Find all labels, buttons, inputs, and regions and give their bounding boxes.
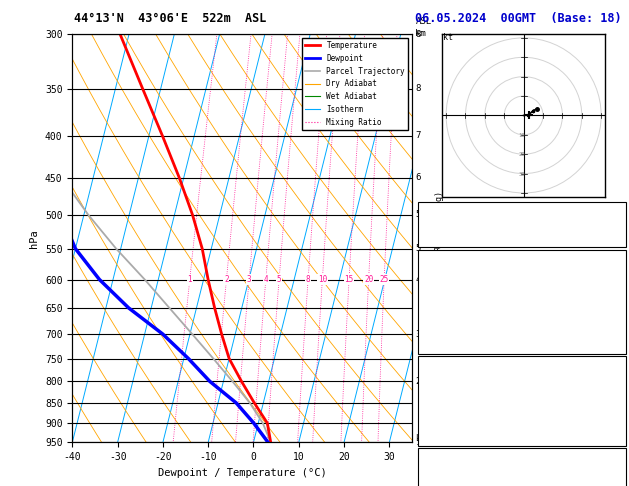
Text: Lifted Index: Lifted Index [423, 310, 498, 320]
Text: 8: 8 [415, 30, 421, 38]
Text: 1: 1 [187, 275, 192, 284]
Text: 10: 10 [318, 275, 327, 284]
Text: SREH: SREH [423, 479, 448, 486]
Text: 2: 2 [224, 275, 229, 284]
Text: 3.2: 3.2 [603, 281, 621, 291]
Text: 4: 4 [264, 275, 268, 284]
Text: kt: kt [443, 33, 454, 42]
Text: 3: 3 [415, 330, 421, 339]
Text: 0: 0 [615, 431, 621, 441]
Legend: Temperature, Dewpoint, Parcel Trajectory, Dry Adiabat, Wet Adiabat, Isotherm, Mi: Temperature, Dewpoint, Parcel Trajectory… [302, 38, 408, 130]
Text: © weatheronline.co.uk: © weatheronline.co.uk [465, 472, 579, 481]
Text: Hodograph: Hodograph [494, 450, 550, 460]
Text: 1: 1 [415, 438, 421, 447]
Text: θₑ (K): θₑ (K) [423, 387, 460, 398]
Text: 3: 3 [615, 402, 621, 412]
Text: 30: 30 [518, 172, 525, 176]
Text: 12: 12 [609, 310, 621, 320]
Text: 4: 4 [415, 275, 421, 284]
Text: 5: 5 [277, 275, 281, 284]
Text: 7: 7 [415, 131, 421, 140]
Text: 1.65: 1.65 [596, 233, 621, 243]
Text: 70: 70 [609, 479, 621, 486]
Text: 3.8: 3.8 [603, 266, 621, 277]
Y-axis label: hPa: hPa [30, 229, 40, 247]
Text: Dewp (°C): Dewp (°C) [423, 281, 479, 291]
Text: CAPE (J): CAPE (J) [423, 325, 472, 335]
Text: Temp (°C): Temp (°C) [423, 266, 479, 277]
Text: CIN (J): CIN (J) [423, 339, 467, 349]
Text: PW (cm): PW (cm) [423, 233, 467, 243]
Text: 15: 15 [345, 275, 353, 284]
X-axis label: Dewpoint / Temperature (°C): Dewpoint / Temperature (°C) [158, 468, 326, 478]
Text: 10: 10 [518, 133, 525, 138]
Text: Surface: Surface [500, 252, 544, 262]
Text: 06.05.2024  00GMT  (Base: 18): 06.05.2024 00GMT (Base: 18) [415, 12, 621, 25]
Text: ASL: ASL [415, 17, 431, 26]
Text: 44°13'N  43°06'E  522m  ASL: 44°13'N 43°06'E 522m ASL [74, 12, 266, 25]
Text: EH: EH [423, 465, 435, 475]
Text: 700: 700 [603, 373, 621, 383]
Text: θₑ(K): θₑ(K) [423, 295, 454, 306]
Text: Lifted Index: Lifted Index [423, 402, 498, 412]
Text: Mixing Ratio (g/kg): Mixing Ratio (g/kg) [435, 191, 443, 286]
Text: 19: 19 [609, 204, 621, 214]
Text: 3: 3 [247, 275, 252, 284]
Text: 40: 40 [609, 218, 621, 228]
Text: 43: 43 [609, 465, 621, 475]
Text: 6: 6 [415, 173, 421, 182]
Text: Most Unstable: Most Unstable [481, 358, 563, 368]
Text: CIN (J): CIN (J) [423, 431, 467, 441]
Text: 5: 5 [415, 210, 421, 220]
Text: 25: 25 [379, 275, 389, 284]
Text: 0: 0 [615, 339, 621, 349]
Text: 2: 2 [415, 377, 421, 386]
Text: 8: 8 [415, 84, 421, 93]
Text: km: km [415, 29, 426, 38]
Text: 8: 8 [306, 275, 310, 284]
Text: 20: 20 [518, 152, 525, 157]
Text: CAPE (J): CAPE (J) [423, 417, 472, 427]
Text: K: K [423, 204, 429, 214]
Text: 20: 20 [364, 275, 373, 284]
Text: 1: 1 [615, 325, 621, 335]
Text: Pressure (mb): Pressure (mb) [423, 373, 504, 383]
Text: 307: 307 [603, 387, 621, 398]
Text: 294: 294 [603, 295, 621, 306]
Text: LCL: LCL [415, 434, 430, 443]
Text: Totals Totals: Totals Totals [423, 218, 504, 228]
Text: 5: 5 [415, 244, 421, 253]
Text: 0: 0 [615, 417, 621, 427]
